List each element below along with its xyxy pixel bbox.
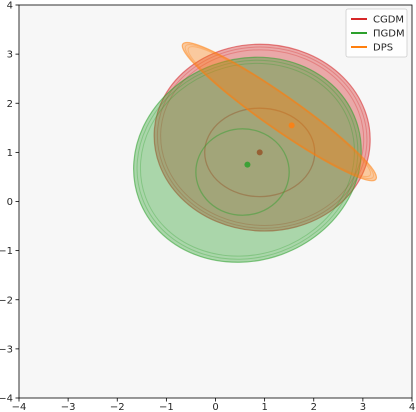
series-0-ellipse-0	[204, 107, 316, 198]
series-2-ellipse-0-ring-1	[187, 46, 372, 178]
x-tick-label: −1	[159, 402, 174, 412]
y-tick-label: −1	[0, 246, 13, 257]
series-0-ellipse-1-ring-0	[156, 46, 368, 229]
y-tick-label: −4	[0, 394, 13, 405]
legend-label-1: ΠGDM	[373, 29, 405, 40]
y-tick-label: 2	[7, 99, 13, 110]
legend: CGDM ΠGDM DPS	[345, 8, 408, 58]
legend-label-2: DPS	[373, 43, 393, 54]
legend-box	[345, 8, 408, 58]
series-1-ellipse-0	[195, 128, 290, 216]
x-tick-label: 2	[311, 402, 317, 412]
series-2-mean-point	[288, 122, 295, 129]
y-tick-label: 0	[7, 197, 13, 208]
x-tick-label: 1	[261, 402, 267, 412]
y-tick-label: 4	[7, 1, 13, 12]
series-2	[181, 41, 378, 182]
y-tick-label: −2	[0, 295, 13, 306]
series-2-ellipse-0	[181, 41, 378, 182]
series-0-mean-point	[256, 149, 263, 156]
x-tick-label: 4	[409, 402, 415, 412]
y-tick-label: −3	[0, 344, 13, 355]
x-tick-label: −4	[12, 402, 27, 412]
legend-label-0: CGDM	[373, 15, 404, 26]
x-tick-label: −2	[110, 402, 125, 412]
series-0-ellipse-1-ring-1	[160, 49, 365, 226]
series-1-mean-point	[244, 161, 251, 168]
series-0	[153, 43, 371, 232]
series-1-ellipse-1-ring-0	[136, 59, 359, 260]
series-2-ellipse-0-ring-0	[184, 44, 375, 180]
series-0-ellipse-1	[153, 43, 371, 232]
x-tick-label: 3	[360, 402, 366, 412]
y-tick-label: 1	[7, 148, 13, 159]
x-tick-label: −3	[61, 402, 76, 412]
data-layer	[133, 41, 378, 263]
y-tick-label: 3	[7, 50, 13, 61]
series-1-ellipse-1-ring-1	[139, 62, 355, 257]
x-tick-label: 0	[212, 402, 218, 412]
